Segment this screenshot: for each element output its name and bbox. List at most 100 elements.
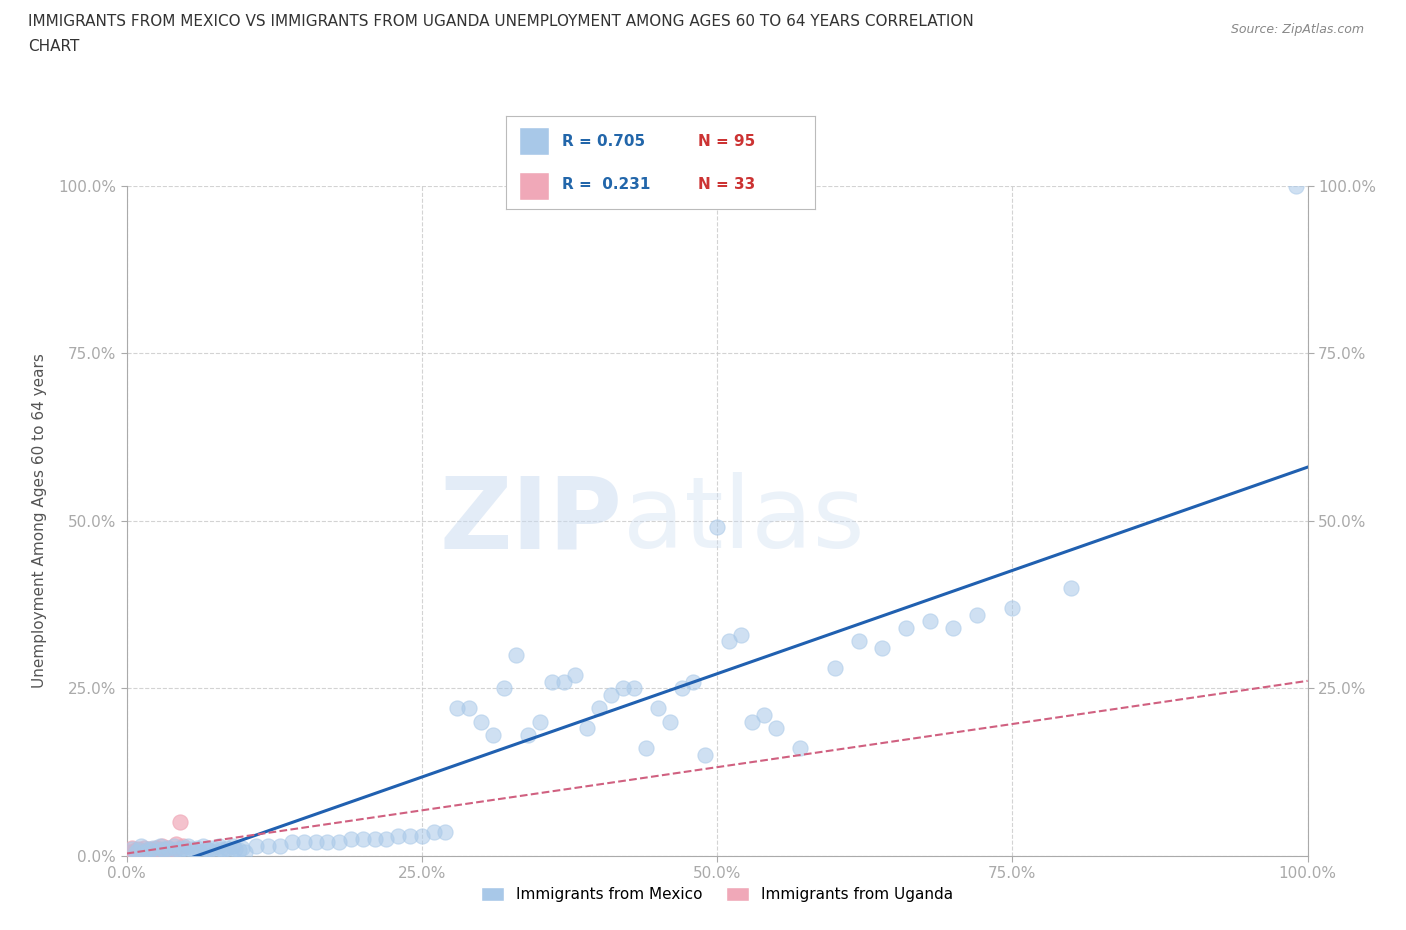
Point (1001, 601, 1024, 616)
Point (149, 838, 172, 853)
Point (245, 838, 267, 853)
Point (204, 844, 226, 859)
Point (658, 714, 681, 729)
Point (172, 838, 194, 853)
Point (125, 844, 148, 859)
Point (165, 836, 187, 851)
Point (127, 842, 149, 857)
Point (208, 838, 231, 853)
Point (470, 714, 492, 729)
Text: ZIP: ZIP (440, 472, 623, 569)
Point (145, 844, 167, 859)
Point (576, 721, 599, 736)
Point (134, 840, 156, 855)
Point (121, 842, 143, 857)
Point (741, 714, 763, 729)
Text: R =  0.231: R = 0.231 (562, 177, 650, 192)
Point (848, 634, 870, 649)
Point (139, 843, 162, 857)
Point (198, 843, 221, 857)
Point (647, 701, 669, 716)
Point (177, 838, 200, 853)
Point (184, 843, 207, 857)
Point (789, 741, 811, 756)
Point (125, 843, 148, 857)
Point (127, 844, 149, 859)
Point (517, 727, 540, 742)
Point (129, 844, 152, 859)
Point (209, 842, 232, 857)
Point (134, 844, 156, 859)
Point (150, 844, 173, 859)
Text: N = 33: N = 33 (697, 177, 755, 192)
Point (145, 844, 167, 859)
Legend: Immigrants from Mexico, Immigrants from Uganda: Immigrants from Mexico, Immigrants from … (475, 881, 959, 909)
Point (153, 844, 176, 859)
Point (446, 701, 468, 716)
Text: atlas: atlas (623, 472, 865, 569)
Point (129, 838, 152, 853)
Point (316, 835, 339, 850)
Point (169, 843, 191, 857)
Point (942, 620, 965, 635)
Point (134, 844, 156, 859)
Point (824, 660, 846, 675)
Point (153, 843, 176, 857)
Point (156, 844, 179, 859)
Point (730, 627, 752, 642)
Point (1285, 179, 1308, 193)
Text: Source: ZipAtlas.com: Source: ZipAtlas.com (1230, 23, 1364, 36)
Point (124, 844, 146, 859)
Point (304, 835, 326, 850)
Point (160, 844, 183, 859)
Point (458, 701, 481, 716)
Point (222, 838, 245, 853)
Point (212, 843, 235, 857)
Point (894, 620, 917, 635)
Point (186, 840, 208, 855)
Point (121, 844, 143, 859)
Point (118, 844, 141, 859)
Point (599, 687, 621, 702)
Point (150, 842, 173, 857)
Point (352, 831, 374, 846)
Point (165, 842, 187, 857)
Point (174, 844, 197, 859)
Point (141, 843, 163, 857)
Point (127, 843, 149, 857)
Point (149, 844, 172, 859)
Point (180, 842, 202, 857)
Point (765, 721, 787, 736)
Point (481, 727, 503, 742)
Text: CHART: CHART (28, 39, 80, 54)
Point (612, 681, 634, 696)
Point (422, 825, 444, 840)
Point (219, 844, 242, 859)
Point (160, 843, 183, 857)
Point (363, 831, 385, 846)
Point (636, 741, 658, 756)
Point (215, 840, 238, 855)
Point (387, 828, 409, 843)
Point (169, 815, 191, 830)
Point (872, 641, 894, 656)
Point (136, 843, 159, 857)
Point (163, 838, 186, 853)
Point (200, 840, 222, 855)
Point (136, 842, 159, 857)
Point (233, 844, 256, 859)
Point (529, 714, 551, 729)
Point (188, 844, 211, 859)
Point (411, 828, 433, 843)
Point (754, 708, 776, 723)
Point (224, 842, 246, 857)
Point (156, 840, 179, 855)
Point (494, 681, 516, 696)
Point (228, 843, 250, 857)
Point (706, 520, 728, 535)
Point (136, 844, 159, 859)
Point (588, 701, 610, 716)
Point (149, 843, 172, 857)
Point (540, 674, 562, 689)
Point (505, 647, 527, 662)
